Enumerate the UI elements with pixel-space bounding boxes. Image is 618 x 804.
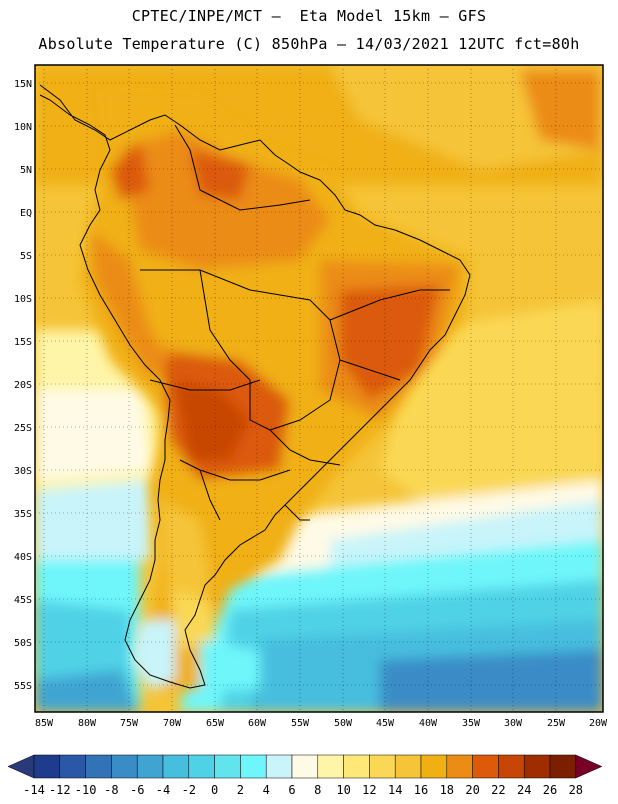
- lat-label: 25S: [14, 423, 32, 434]
- legend-label: -10: [75, 783, 97, 797]
- lat-label: 5S: [20, 251, 32, 262]
- legend-label: 24: [517, 783, 531, 797]
- legend-high-arrow: [575, 754, 603, 779]
- legend-label: 14: [388, 783, 402, 797]
- longitude-axis: 85W 80W 75W 70W 65W 60W 55W 50W 45W 40W …: [35, 718, 608, 729]
- legend-swatch: [394, 754, 422, 779]
- chart-title-line1: CPTEC/INPE/MCT – Eta Model 15km – GFS: [131, 7, 487, 25]
- lon-label: 85W: [35, 718, 54, 729]
- legend-label: -4: [156, 783, 170, 797]
- legend-label: 18: [440, 783, 454, 797]
- lon-label: 40W: [419, 718, 438, 729]
- legend-swatch: [265, 754, 293, 779]
- legend-swatch: [162, 754, 190, 779]
- lon-label: 80W: [78, 718, 97, 729]
- color-legend: -14 -12 -10 -8 -6 -4 -2 0 2 4 6 8 10 12 14 16 18 20 22 24 26…: [7, 754, 603, 797]
- legend-label: 20: [465, 783, 479, 797]
- legend-swatch: [369, 754, 396, 779]
- legend-swatch: [498, 754, 525, 779]
- lat-label: 15N: [14, 79, 32, 90]
- legend-label: 28: [569, 783, 583, 797]
- legend-label: 12: [362, 783, 376, 797]
- legend-label: 0: [211, 783, 218, 797]
- legend-swatch: [291, 754, 319, 779]
- latitude-axis: 15N 10N 5N EQ 5S 10S 15S 20S 25S 30S 35S…: [14, 79, 32, 692]
- legend-label: 16: [414, 783, 428, 797]
- legend-low-arrow: [7, 754, 35, 779]
- coastline-borders: [39, 84, 471, 689]
- legend-swatch: [111, 754, 138, 779]
- lat-label: 50S: [14, 638, 32, 649]
- legend-swatch: [549, 754, 577, 779]
- lon-label: 65W: [206, 718, 225, 729]
- lon-label: 60W: [248, 718, 267, 729]
- lat-label: 35S: [14, 509, 32, 520]
- legend-label: 2: [237, 783, 244, 797]
- lat-label: 40S: [14, 552, 32, 563]
- lon-label: 50W: [334, 718, 353, 729]
- legend-swatch: [523, 754, 551, 779]
- chart-title-line2: Absolute Temperature (C) 850hPa – 14/03/…: [38, 35, 580, 53]
- legend-swatch: [85, 754, 112, 779]
- legend-label: 6: [288, 783, 295, 797]
- map-frame: [34, 64, 604, 713]
- lat-label: EQ: [20, 208, 32, 219]
- legend-label: -2: [182, 783, 196, 797]
- legend-label: 4: [263, 783, 270, 797]
- legend-swatch: [33, 754, 61, 779]
- legend-swatch: [136, 754, 164, 779]
- legend-swatch: [188, 754, 215, 779]
- lat-label: 30S: [14, 466, 32, 477]
- lat-label: 5N: [20, 165, 32, 176]
- lon-label: 75W: [120, 718, 139, 729]
- legend-label: -6: [130, 783, 144, 797]
- lat-label: 20S: [14, 380, 32, 391]
- legend-swatch: [317, 754, 344, 779]
- lon-label: 45W: [376, 718, 395, 729]
- lat-label: 15S: [14, 337, 32, 348]
- temperature-field: [35, 65, 603, 712]
- legend-swatch: [59, 754, 86, 779]
- legend-swatch: [472, 754, 499, 779]
- lon-label: 25W: [547, 718, 566, 729]
- legend-label: 8: [314, 783, 321, 797]
- legend-label: -8: [104, 783, 118, 797]
- lat-label: 45S: [14, 595, 32, 606]
- lat-label: 10N: [14, 122, 32, 133]
- legend-swatch: [446, 754, 473, 779]
- legend-swatch: [214, 754, 241, 779]
- grid-lines: [35, 65, 603, 712]
- legend-label: -12: [49, 783, 71, 797]
- lat-label: 10S: [14, 294, 32, 305]
- lat-label: 55S: [14, 681, 32, 692]
- lon-label: 30W: [504, 718, 523, 729]
- legend-label: 22: [491, 783, 505, 797]
- legend-label: -14: [23, 783, 45, 797]
- legend-label: 26: [543, 783, 557, 797]
- lon-label: 20W: [589, 718, 608, 729]
- lon-label: 35W: [462, 718, 481, 729]
- lon-label: 70W: [163, 718, 182, 729]
- lon-label: 55W: [291, 718, 310, 729]
- legend-swatch: [240, 754, 267, 779]
- legend-swatch: [420, 754, 448, 779]
- legend-label: 10: [336, 783, 350, 797]
- legend-swatch: [343, 754, 370, 779]
